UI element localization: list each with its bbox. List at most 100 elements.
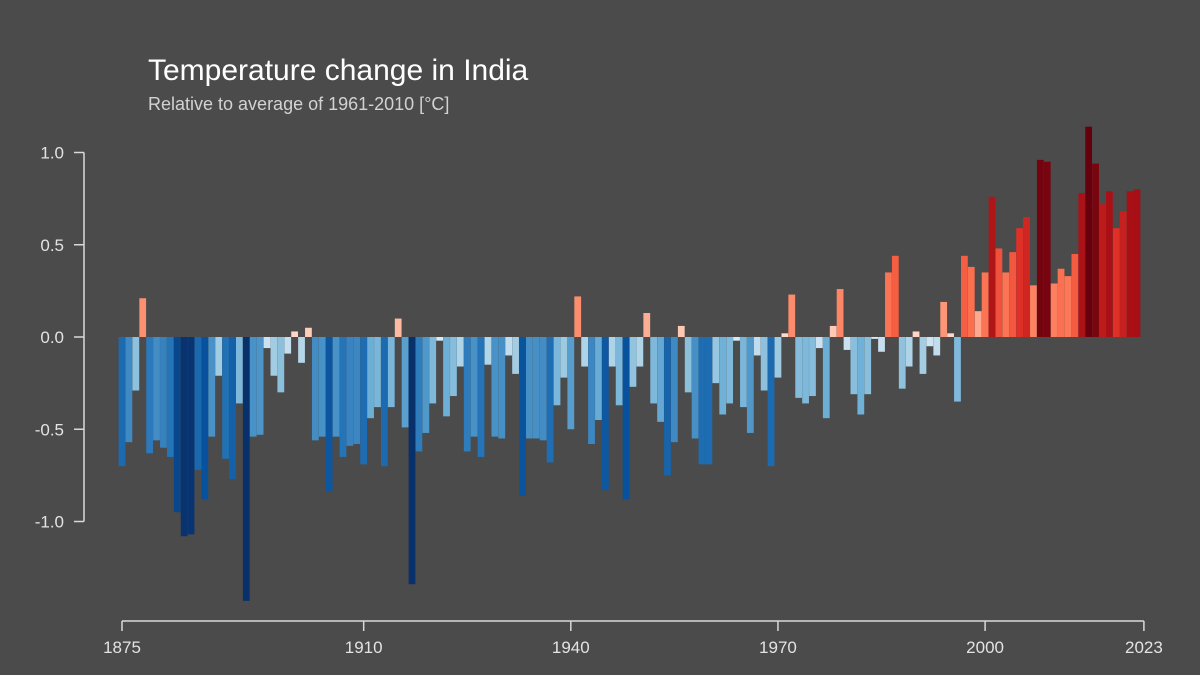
bar-1887 (201, 337, 209, 500)
bar-1949 (629, 337, 637, 387)
bar-1951 (643, 313, 651, 337)
bar-1875 (118, 337, 126, 467)
bar-1926 (470, 337, 478, 437)
bar-1898 (277, 337, 285, 393)
bar-1897 (270, 337, 278, 376)
bar-1890 (222, 337, 229, 459)
bar-1876 (125, 337, 133, 443)
bar-1986 (885, 272, 892, 337)
bar-1989 (905, 337, 913, 367)
bar-1984 (871, 337, 879, 339)
bar-1893 (242, 337, 250, 601)
bar-1921 (436, 337, 444, 341)
bar-1922 (443, 337, 450, 417)
bar-1983 (864, 337, 872, 395)
bar-1886 (194, 337, 202, 470)
bar-1979 (836, 289, 844, 337)
bar-1987 (891, 255, 899, 337)
bar-1927 (477, 337, 485, 457)
bar-1981 (850, 337, 858, 395)
bar-1997 (961, 255, 968, 337)
bar-2005 (1016, 228, 1024, 337)
bar-2021 (1126, 191, 1134, 337)
bar-1928 (484, 337, 492, 365)
bar-1913 (381, 337, 388, 467)
bar-1938 (553, 337, 561, 406)
bar-1952 (650, 337, 658, 404)
bar-1912 (374, 337, 381, 408)
bar-1936 (539, 337, 547, 441)
bar-1985 (878, 337, 885, 352)
bar-1950 (636, 337, 644, 367)
bar-1929 (491, 337, 499, 437)
bar-1916 (401, 337, 409, 428)
bar-1878 (139, 298, 147, 337)
bar-1969 (767, 337, 775, 467)
x-tick-label: 1875 (103, 638, 141, 657)
bar-1990 (912, 331, 920, 337)
bar-1895 (256, 337, 264, 435)
bar-1943 (588, 337, 595, 445)
bar-2017 (1099, 204, 1106, 337)
x-tick-label: 1910 (345, 638, 383, 657)
bar-1995 (947, 333, 954, 337)
bar-1953 (657, 337, 664, 422)
bar-1881 (160, 337, 167, 448)
bar-1960 (705, 337, 713, 465)
bar-1889 (215, 337, 223, 376)
bar-1939 (560, 337, 568, 378)
bar-1933 (519, 337, 526, 496)
bar-1917 (408, 337, 416, 585)
bar-1930 (498, 337, 506, 439)
bar-1992 (926, 337, 934, 347)
bar-2009 (1043, 161, 1051, 337)
bar-1914 (387, 337, 395, 408)
y-tick-label: -1.0 (35, 513, 64, 532)
bar-1909 (353, 337, 361, 445)
bar-1982 (857, 337, 865, 415)
bar-2014 (1078, 193, 1086, 337)
bar-2012 (1064, 276, 1072, 337)
y-tick-label: -0.5 (35, 420, 64, 439)
bar-1965 (740, 337, 747, 408)
bar-2013 (1071, 253, 1079, 337)
bar-2018 (1106, 191, 1113, 337)
bar-1941 (574, 296, 582, 337)
bar-1977 (822, 337, 830, 419)
bar-1905 (325, 337, 333, 492)
bar-1892 (236, 337, 243, 404)
bar-2004 (1009, 252, 1017, 337)
bar-1991 (919, 337, 927, 374)
bar-1937 (546, 337, 554, 463)
bars-group (118, 126, 1141, 601)
bar-1972 (788, 294, 796, 337)
bar-2003 (1002, 272, 1010, 337)
bar-1925 (463, 337, 471, 452)
y-axis: 1.0 0.5 0.0 -0.5 -1.0 (35, 144, 85, 532)
bar-1918 (415, 337, 423, 452)
bar-1993 (933, 337, 941, 356)
bar-1967 (753, 337, 761, 356)
bar-1902 (305, 327, 312, 337)
bar-1996 (954, 337, 961, 402)
bar-1955 (671, 337, 678, 443)
bar-1923 (450, 337, 457, 397)
bar-1973 (795, 337, 803, 398)
bar-1903 (311, 337, 319, 441)
bar-2001 (988, 196, 996, 337)
x-tick-label: 1940 (552, 638, 590, 657)
bar-1963 (726, 337, 734, 404)
bar-1968 (760, 337, 768, 391)
bar-1932 (512, 337, 519, 374)
bar-1961 (712, 337, 720, 384)
bar-1957 (684, 337, 692, 393)
bar-1899 (284, 337, 292, 354)
bar-2016 (1092, 163, 1099, 337)
bar-1880 (153, 337, 160, 441)
bar-1888 (208, 337, 216, 437)
bar-1891 (229, 337, 236, 480)
bar-2022 (1133, 189, 1141, 337)
bar-1919 (422, 337, 430, 433)
bar-1948 (622, 337, 630, 500)
